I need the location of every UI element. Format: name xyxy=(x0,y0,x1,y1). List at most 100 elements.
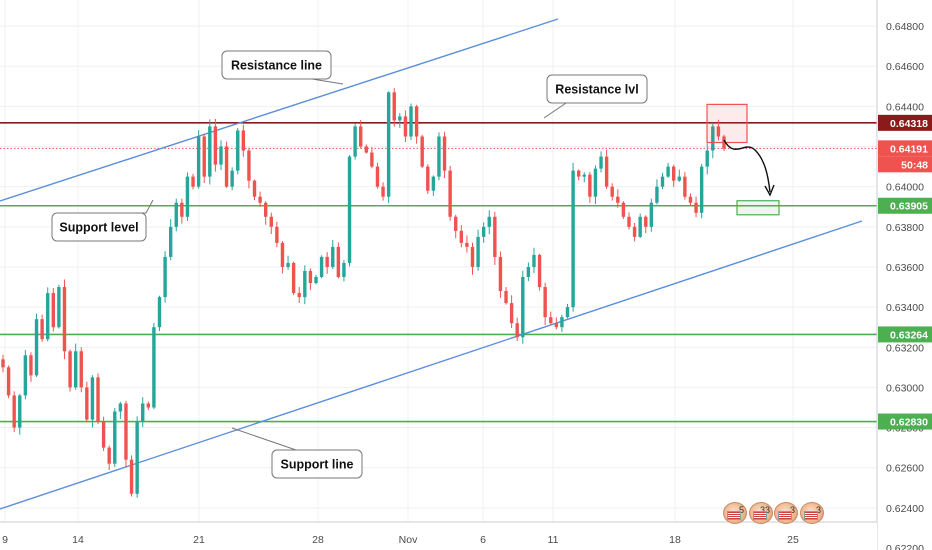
candle-body xyxy=(409,106,413,137)
candle-body xyxy=(113,411,117,464)
candle-body xyxy=(610,186,614,197)
event-badge[interactable]: 5 xyxy=(723,502,747,524)
candle-body xyxy=(599,156,603,169)
candle-body xyxy=(202,136,206,177)
candle-body xyxy=(649,202,654,227)
y-tick-label: 0.63800 xyxy=(886,222,924,234)
candle-body xyxy=(308,270,313,284)
trend-lines xyxy=(0,18,863,510)
event-count: 33 xyxy=(759,505,770,515)
candle-body xyxy=(493,216,497,257)
event-count: 5 xyxy=(738,505,744,515)
price-tag-label: 0.62830 xyxy=(890,417,928,429)
candle-body xyxy=(157,297,162,328)
candle-body xyxy=(504,291,508,304)
candle-body xyxy=(375,166,380,187)
candle-body xyxy=(185,176,190,217)
projection-arrow-head xyxy=(764,184,775,197)
x-tick-label: 9 xyxy=(2,534,8,546)
y-tick-label: 0.64600 xyxy=(886,61,924,73)
candle-body xyxy=(554,323,559,328)
candle-body xyxy=(263,202,268,217)
candle-body xyxy=(476,236,480,267)
candle-body xyxy=(46,293,50,340)
x-tick-label: 18 xyxy=(669,534,681,546)
event-badge[interactable]: 3 xyxy=(800,502,824,524)
candle-body xyxy=(236,130,240,171)
us-flag-icon xyxy=(804,511,818,520)
candle-body xyxy=(638,216,642,237)
y-tick-label: 0.62600 xyxy=(886,463,924,475)
candle-body xyxy=(208,126,212,177)
candle-body xyxy=(163,256,167,298)
event-count: 3 xyxy=(815,505,821,515)
candle-body xyxy=(79,351,83,388)
callout-pointer xyxy=(300,78,344,85)
x-tick-label: 28 xyxy=(312,534,324,546)
candle-body xyxy=(34,319,39,376)
candle-body xyxy=(660,176,665,187)
candle-body xyxy=(398,116,402,121)
candle-body xyxy=(40,319,44,340)
y-tick-label: 0.63200 xyxy=(886,342,924,354)
event-badge[interactable]: 3 xyxy=(774,502,798,524)
candle-body xyxy=(465,242,469,247)
y-axis: 0.648000.646000.644000.642000.640000.638… xyxy=(876,0,932,550)
candle-body xyxy=(57,287,61,328)
callout-pointer xyxy=(138,199,154,214)
candle-body xyxy=(331,246,335,267)
candle-body xyxy=(174,202,178,227)
candle-body xyxy=(280,242,285,267)
candle-body xyxy=(588,174,592,197)
candle-body xyxy=(627,216,631,227)
candle-body xyxy=(314,277,318,284)
y-tick-label: 0.64800 xyxy=(886,21,924,33)
candle-body xyxy=(23,355,28,396)
target-highlight-box xyxy=(736,200,780,216)
candle-body xyxy=(644,216,648,227)
event-badge[interactable]: 33 xyxy=(749,502,773,524)
candle-body xyxy=(498,256,503,292)
candle-body xyxy=(152,327,156,408)
callout-pointer xyxy=(543,102,568,119)
candle-body xyxy=(571,170,575,308)
candle-body xyxy=(565,307,570,318)
candle-body xyxy=(68,351,72,388)
candle-body xyxy=(481,226,486,237)
y-tick-label: 0.62200 xyxy=(886,543,924,550)
candle-body xyxy=(252,180,257,197)
candle-body xyxy=(213,126,218,165)
candle-body xyxy=(616,196,620,203)
candle-body xyxy=(85,387,89,420)
candle-body xyxy=(241,130,246,151)
candle-body xyxy=(543,287,547,318)
candle-body xyxy=(62,287,67,352)
price-tag-label: 0.64191 xyxy=(890,143,928,155)
candle-body xyxy=(6,367,11,396)
candle-body xyxy=(286,262,290,267)
candle-body xyxy=(420,136,424,167)
candle-body xyxy=(521,277,525,338)
candles xyxy=(1,88,726,498)
countdown-label: 50:48 xyxy=(901,159,928,171)
callout-label: Support level xyxy=(59,221,138,235)
candle-body xyxy=(560,317,564,328)
candle-body xyxy=(671,166,676,181)
candle-body xyxy=(347,156,352,263)
x-axis: 9 14 21 28 Nov 6 11 18 25 xyxy=(0,521,877,550)
x-tick-label: 6 xyxy=(480,534,486,546)
candle-body xyxy=(90,377,95,420)
candle-body xyxy=(269,216,273,227)
candle-body xyxy=(370,152,374,167)
candle-body xyxy=(342,262,346,278)
callout-box xyxy=(271,449,363,479)
candle-body xyxy=(537,254,542,288)
callout-box xyxy=(221,50,332,80)
candle-body xyxy=(655,186,659,203)
candle-body xyxy=(716,126,721,137)
callouts: Resistance line Resistance lvl Support lev… xyxy=(51,50,648,479)
candle-body xyxy=(515,323,519,338)
candle-body xyxy=(141,403,145,422)
candle-body xyxy=(621,202,626,217)
